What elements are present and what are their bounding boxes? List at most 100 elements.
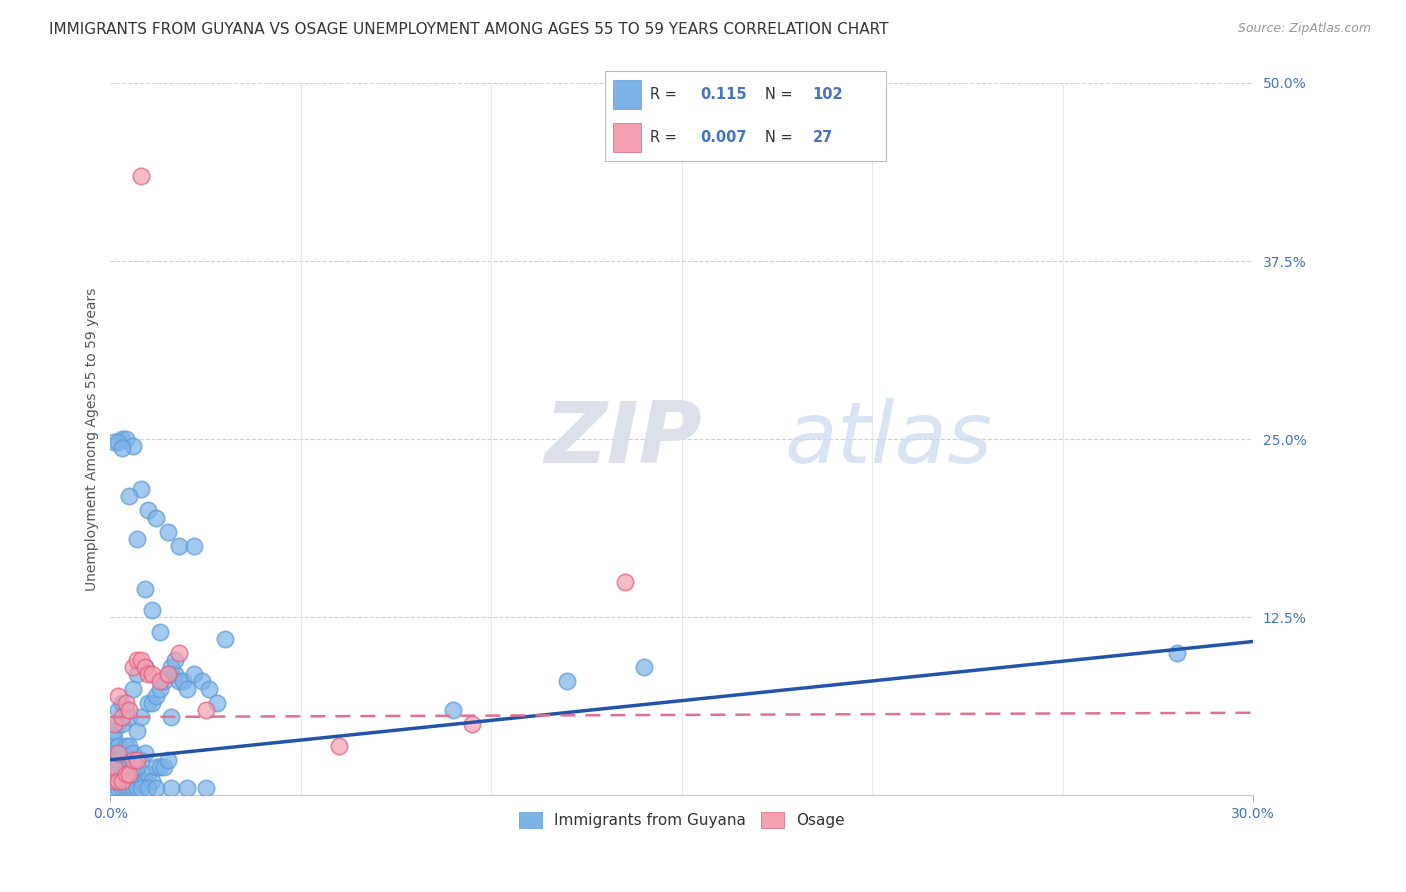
Point — [114, 696, 136, 710]
Point — [156, 667, 179, 681]
Point — [160, 710, 183, 724]
Point — [103, 774, 125, 789]
Point — [111, 717, 134, 731]
Point — [145, 781, 167, 796]
Point — [103, 781, 125, 796]
Point — [129, 653, 152, 667]
Point — [134, 582, 156, 596]
Point — [129, 482, 152, 496]
Text: atlas: atlas — [785, 398, 993, 481]
Point — [134, 746, 156, 760]
Point — [160, 660, 183, 674]
Point — [125, 724, 148, 739]
Point — [613, 574, 636, 589]
Point — [129, 169, 152, 183]
Text: R =: R = — [650, 87, 681, 102]
Point — [1166, 646, 1188, 660]
Text: IMMIGRANTS FROM GUYANA VS OSAGE UNEMPLOYMENT AMONG AGES 55 TO 59 YEARS CORRELATI: IMMIGRANTS FROM GUYANA VS OSAGE UNEMPLOY… — [49, 22, 889, 37]
Point — [165, 667, 187, 681]
Point — [441, 703, 464, 717]
Point — [141, 774, 163, 789]
FancyBboxPatch shape — [613, 80, 641, 109]
Point — [103, 760, 125, 774]
Point — [111, 774, 134, 789]
Point — [149, 674, 172, 689]
Point — [633, 660, 655, 674]
Point — [176, 681, 198, 696]
Point — [107, 739, 129, 753]
Point — [134, 774, 156, 789]
Point — [129, 774, 152, 789]
Point — [111, 760, 134, 774]
Point — [125, 760, 148, 774]
Point — [152, 674, 174, 689]
Point — [122, 781, 145, 796]
Point — [103, 731, 125, 746]
Point — [461, 717, 484, 731]
Point — [149, 624, 172, 639]
Point — [138, 667, 160, 681]
Point — [111, 746, 134, 760]
Legend: Immigrants from Guyana, Osage: Immigrants from Guyana, Osage — [513, 805, 851, 834]
Point — [103, 774, 125, 789]
Point — [145, 510, 167, 524]
Point — [118, 739, 141, 753]
Point — [138, 781, 160, 796]
Point — [114, 774, 136, 789]
Point — [118, 489, 141, 503]
Point — [111, 774, 134, 789]
Point — [103, 435, 125, 450]
Point — [114, 760, 136, 774]
Point — [156, 667, 179, 681]
Point — [114, 432, 136, 446]
Point — [167, 539, 190, 553]
Point — [149, 760, 172, 774]
Point — [107, 760, 129, 774]
Point — [156, 524, 179, 539]
Point — [111, 432, 134, 446]
Point — [141, 696, 163, 710]
Point — [107, 767, 129, 781]
Text: 27: 27 — [813, 130, 832, 145]
Point — [103, 767, 125, 781]
Point — [118, 703, 141, 717]
Text: 0.007: 0.007 — [700, 130, 747, 145]
Point — [141, 603, 163, 617]
Point — [122, 681, 145, 696]
Text: 0.115: 0.115 — [700, 87, 747, 102]
Y-axis label: Unemployment Among Ages 55 to 59 years: Unemployment Among Ages 55 to 59 years — [86, 287, 100, 591]
Point — [125, 653, 148, 667]
Point — [118, 774, 141, 789]
Point — [122, 753, 145, 767]
Point — [176, 781, 198, 796]
Text: ZIP: ZIP — [544, 398, 702, 481]
Point — [118, 760, 141, 774]
Point — [183, 667, 205, 681]
Point — [107, 774, 129, 789]
Point — [107, 746, 129, 760]
Point — [125, 532, 148, 546]
Point — [114, 703, 136, 717]
Point — [114, 739, 136, 753]
Point — [122, 439, 145, 453]
Point — [107, 781, 129, 796]
Point — [111, 710, 134, 724]
Text: N =: N = — [765, 130, 797, 145]
Point — [107, 435, 129, 450]
Point — [114, 767, 136, 781]
Point — [167, 646, 190, 660]
Point — [134, 660, 156, 674]
Point — [167, 674, 190, 689]
Point — [214, 632, 236, 646]
Point — [125, 781, 148, 796]
Point — [194, 781, 217, 796]
Point — [122, 767, 145, 781]
Text: 102: 102 — [813, 87, 844, 102]
Point — [145, 760, 167, 774]
Point — [172, 674, 194, 689]
Point — [107, 689, 129, 703]
Point — [122, 660, 145, 674]
Point — [198, 681, 221, 696]
Point — [114, 781, 136, 796]
Point — [134, 660, 156, 674]
